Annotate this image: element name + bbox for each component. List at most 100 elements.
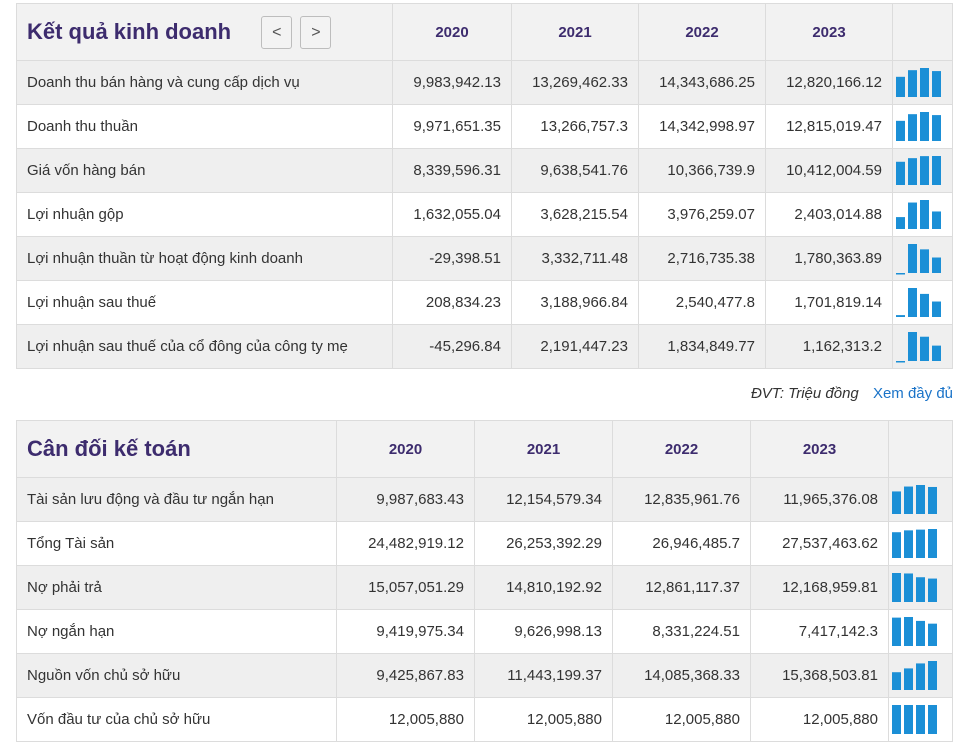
sparkline-bar	[932, 70, 941, 97]
value-cell: 12,835,961.76	[612, 477, 751, 522]
unit-note: ĐVT: Triệu đồng	[750, 385, 859, 402]
sparkline-bar	[908, 113, 917, 141]
row-label: Vốn đầu tư của chủ sở hữu	[16, 697, 337, 742]
row-label: Lợi nhuận gộp	[16, 192, 393, 237]
value-cell: 2,403,014.88	[765, 192, 893, 237]
sparkline-chart	[892, 528, 937, 558]
sparkline-bar	[904, 667, 913, 690]
sparkline-bar	[920, 199, 929, 229]
value-cell: 26,946,485.7	[612, 521, 751, 566]
sparkline-cell	[888, 653, 953, 698]
value-cell: 15,057,051.29	[336, 565, 475, 610]
sparkline-bar	[892, 671, 901, 690]
value-cell: 24,482,919.12	[336, 521, 475, 566]
value-cell: 8,339,596.31	[392, 148, 512, 193]
row-label: Doanh thu bán hàng và cung cấp dịch vụ	[16, 60, 393, 105]
sparkline-bar	[916, 529, 925, 558]
year-header: 2020	[336, 420, 475, 478]
sparkline-cell	[892, 236, 953, 281]
row-label: Lợi nhuận sau thuế	[16, 280, 393, 325]
table-row: Doanh thu bán hàng và cung cấp dịch vụ 9,…	[16, 60, 953, 105]
value-cell: 14,342,998.97	[638, 104, 766, 149]
sparkline-bar	[904, 704, 913, 734]
sparkline-bar	[920, 336, 929, 361]
section-title: Cân đối kế toán	[27, 436, 191, 461]
value-cell: 10,412,004.59	[765, 148, 893, 193]
value-cell: 11,443,199.37	[474, 653, 613, 698]
sparkline-cell	[888, 477, 953, 522]
sparkline-cell	[892, 104, 953, 149]
period-nav: < >	[257, 15, 332, 49]
row-label: Doanh thu thuần	[16, 104, 393, 149]
table-row: Lợi nhuận sau thuế 208,834.23 3,188,966.84…	[16, 280, 953, 325]
sparkline-bar	[896, 314, 905, 317]
value-cell: 14,810,192.92	[474, 565, 613, 610]
row-label: Lợi nhuận thuần từ hoạt động kinh doanh	[16, 236, 393, 281]
chart-header	[892, 3, 953, 61]
sparkline-bar	[932, 257, 941, 273]
sparkline-bar	[916, 662, 925, 690]
sparkline-chart	[892, 660, 937, 690]
sparkline-chart	[896, 155, 941, 185]
sparkline-bar	[904, 529, 913, 558]
business-results-table: Kết quả kinh doanh < > 2020 2021 2022 20…	[16, 3, 953, 369]
sparkline-cell	[892, 60, 953, 105]
row-label: Giá vốn hàng bán	[16, 148, 393, 193]
sparkline-chart	[896, 67, 941, 97]
sparkline-bar	[892, 704, 901, 734]
sparkline-bar	[892, 617, 901, 646]
value-cell: 13,266,757.3	[511, 104, 639, 149]
sparkline-chart	[896, 111, 941, 141]
value-cell: 1,780,363.89	[765, 236, 893, 281]
sparkline-bar	[932, 155, 941, 185]
sparkline-chart	[892, 484, 937, 514]
value-cell: 9,419,975.34	[336, 609, 475, 654]
value-cell: 1,701,819.14	[765, 280, 893, 325]
sparkline-bar	[908, 157, 917, 185]
sparkline-bar	[908, 202, 917, 229]
view-full-link[interactable]: Xem đầy đủ	[872, 385, 953, 402]
value-cell: 12,168,959.81	[750, 565, 889, 610]
value-cell: 12,005,880	[336, 697, 475, 742]
sparkline-bar	[916, 576, 925, 602]
prev-period-button[interactable]: <	[261, 15, 293, 49]
value-cell: 9,638,541.76	[511, 148, 639, 193]
value-cell: -29,398.51	[392, 236, 512, 281]
value-cell: 12,005,880	[612, 697, 751, 742]
sparkline-bar	[892, 531, 901, 558]
section-title-cell: Kết quả kinh doanh < >	[16, 3, 393, 61]
section-title-cell: Cân đối kế toán	[16, 420, 337, 478]
table-header-row: Cân đối kế toán 2020 2021 2022 2023	[16, 420, 953, 478]
value-cell: 1,632,055.04	[392, 192, 512, 237]
sparkline-chart	[896, 199, 941, 229]
table-row: Lợi nhuận sau thuế của cổ đông của công …	[16, 324, 953, 369]
table-row: Doanh thu thuần 9,971,651.35 13,266,757.3 1…	[16, 104, 953, 149]
sparkline-bar	[928, 528, 937, 558]
sparkline-chart	[892, 616, 937, 646]
value-cell: 9,425,867.83	[336, 653, 475, 698]
sparkline-bar	[892, 572, 901, 602]
next-period-button[interactable]: >	[300, 15, 332, 49]
sparkline-cell	[888, 521, 953, 566]
sparkline-bar	[928, 704, 937, 734]
year-header: 2021	[474, 420, 613, 478]
sparkline-bar	[928, 486, 937, 514]
sparkline-bar	[896, 216, 905, 229]
sparkline-bar	[896, 76, 905, 97]
value-cell: 10,366,739.9	[638, 148, 766, 193]
value-cell: 27,537,463.62	[750, 521, 889, 566]
sparkline-cell	[888, 609, 953, 654]
table-row: Giá vốn hàng bán 8,339,596.31 9,638,541.76…	[16, 148, 953, 193]
sparkline-bar	[932, 345, 941, 361]
value-cell: 13,269,462.33	[511, 60, 639, 105]
sparkline-cell	[892, 192, 953, 237]
value-cell: 1,834,849.77	[638, 324, 766, 369]
table-footer: ĐVT: Triệu đồng Xem đầy đủ	[751, 385, 953, 402]
sparkline-bar	[896, 120, 905, 141]
value-cell: 9,987,683.43	[336, 477, 475, 522]
value-cell: 9,983,942.13	[392, 60, 512, 105]
row-label: Lợi nhuận sau thuế của cổ đông của công …	[16, 324, 393, 369]
value-cell: 15,368,503.81	[750, 653, 889, 698]
row-label: Nợ phải trả	[16, 565, 337, 610]
sparkline-chart	[892, 572, 937, 602]
